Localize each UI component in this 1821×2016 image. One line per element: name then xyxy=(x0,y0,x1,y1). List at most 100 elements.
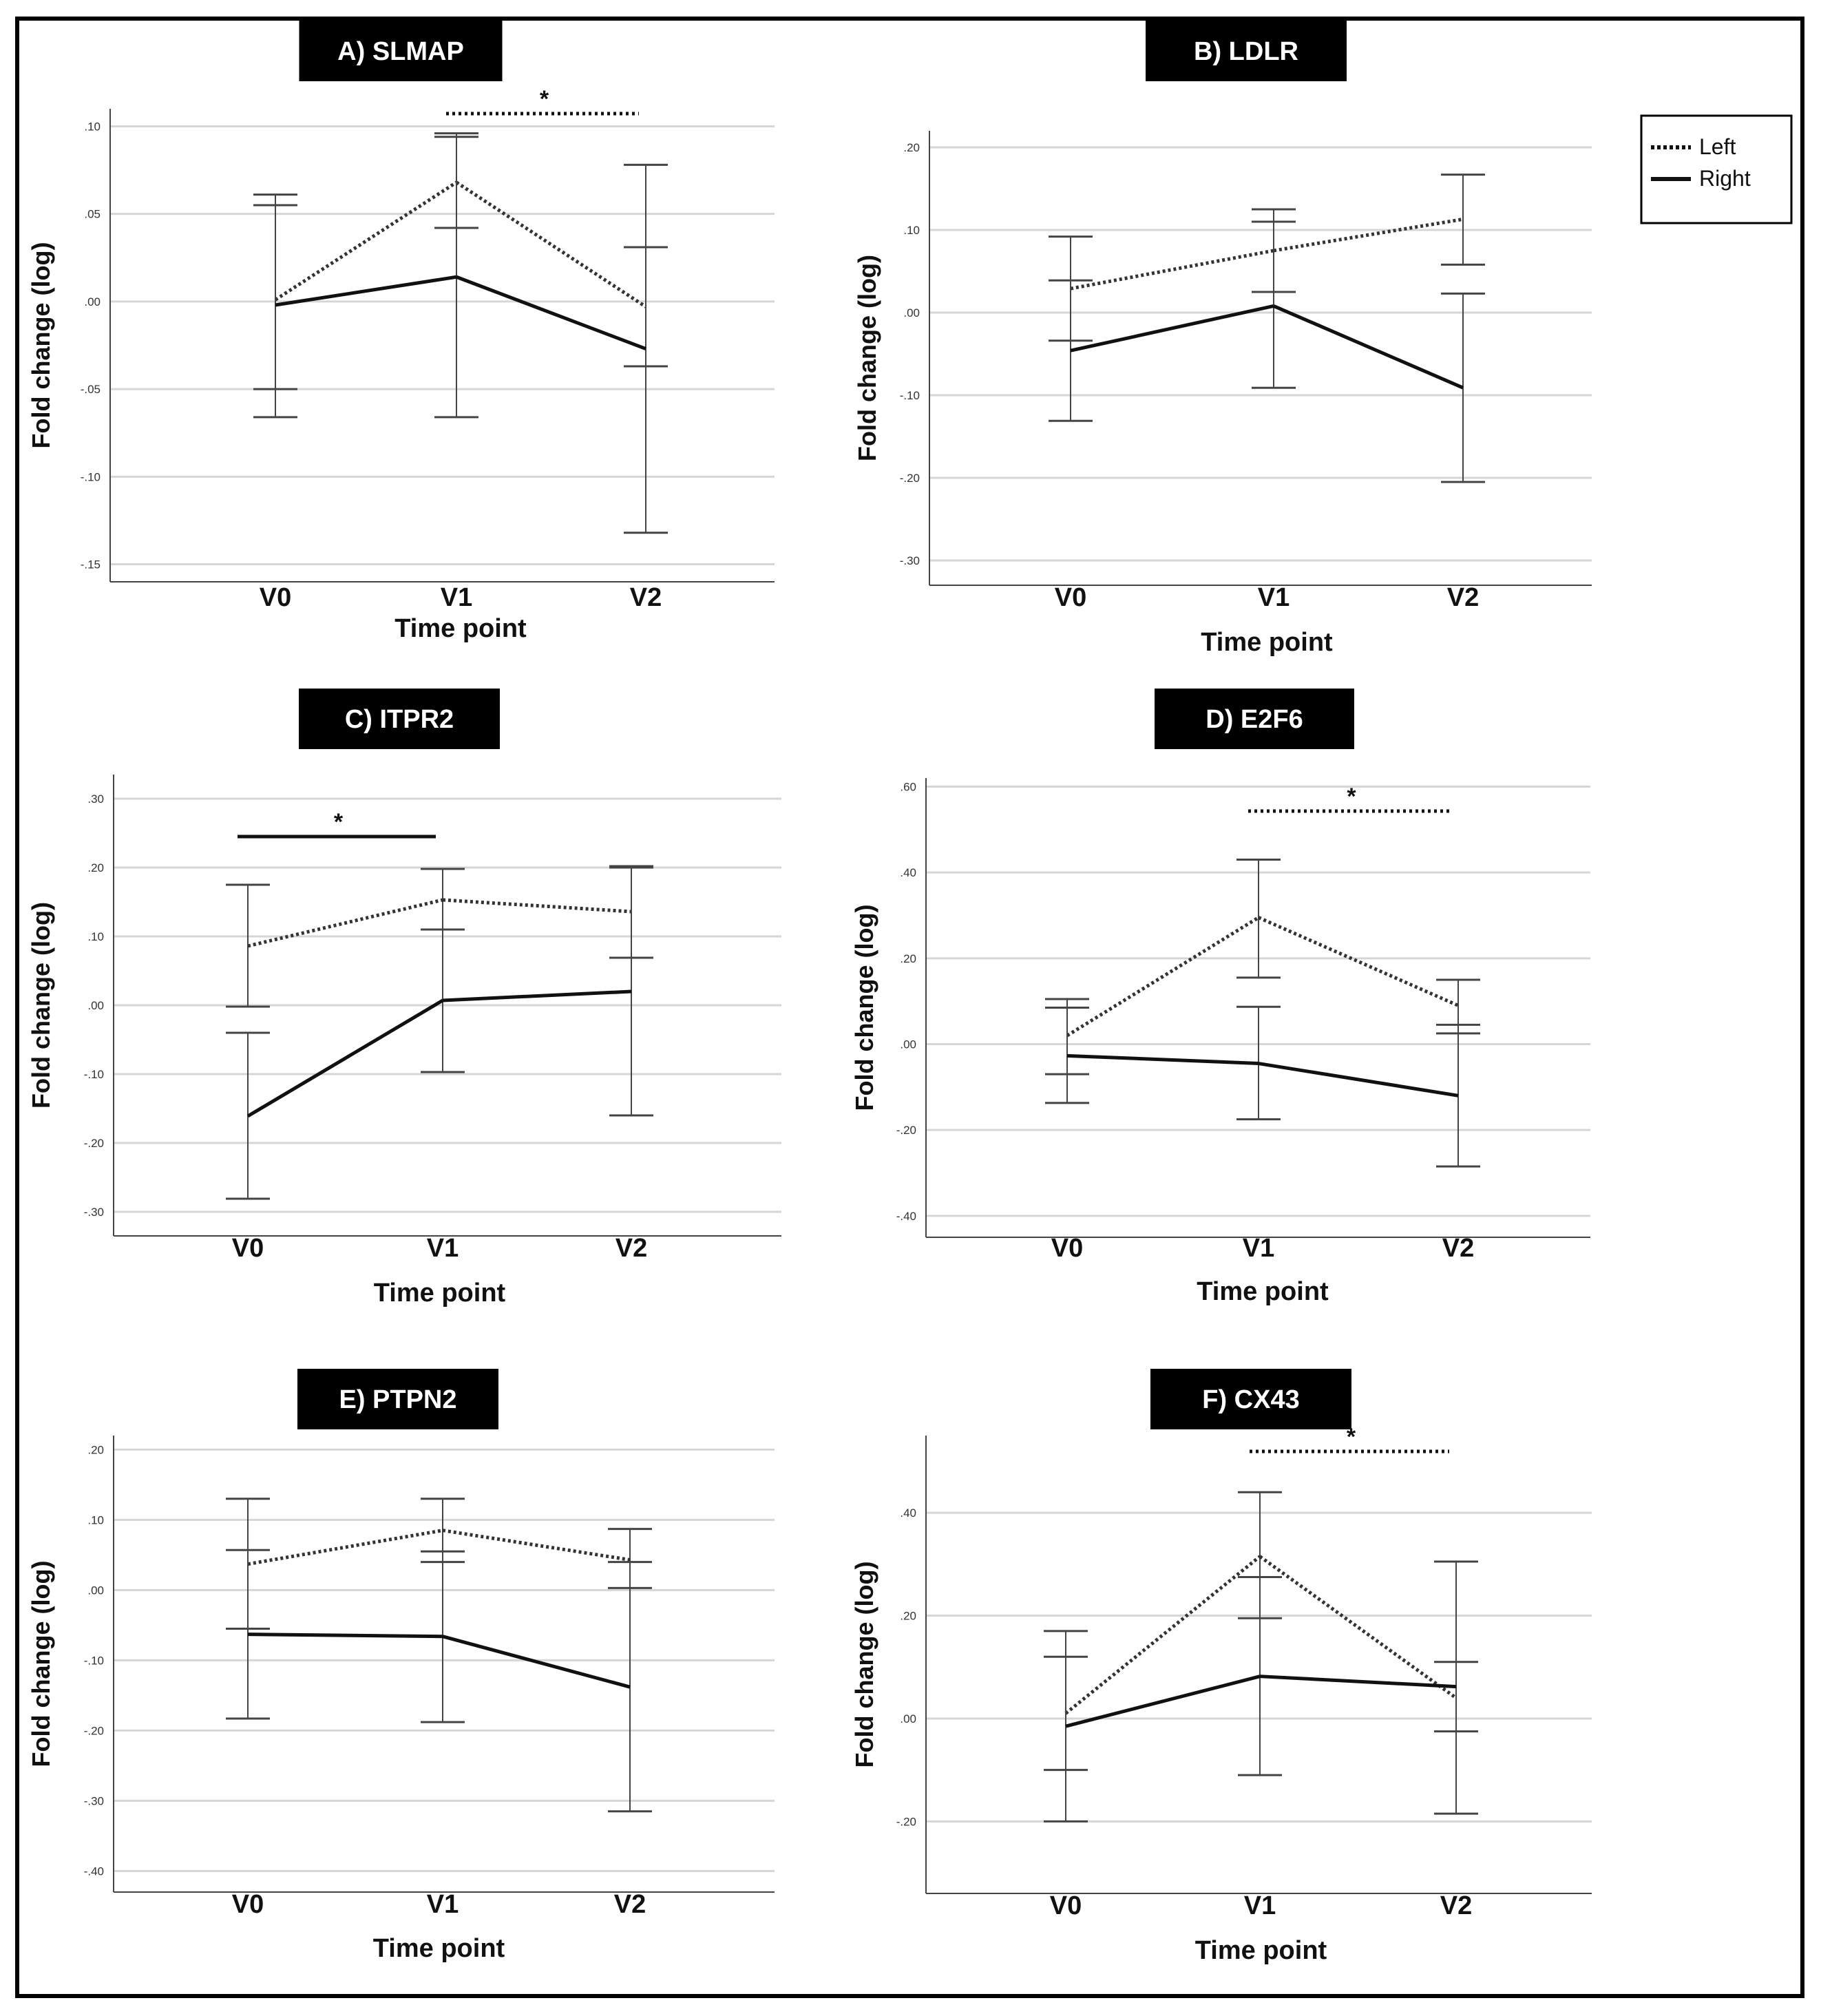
y-tick-label: .20 xyxy=(900,952,916,965)
y-tick-label: .40 xyxy=(900,1506,916,1520)
series-left xyxy=(1044,1491,1478,1772)
y-axis-title: Fold change (log) xyxy=(853,255,881,461)
series-line-segment xyxy=(1259,1674,1457,1689)
figure-frame xyxy=(15,17,1804,1998)
y-tick-label: -.40 xyxy=(896,1210,916,1223)
chart-panel-a: .10 .05 .00 -.05 -.10 -.15 V0 V1 V2 Time point Fol… xyxy=(27,21,775,643)
series-line-segment xyxy=(246,998,444,1118)
x-tick-label: V1 xyxy=(427,1234,459,1263)
legend-label: Left xyxy=(1699,134,1736,159)
chart-title-background xyxy=(1146,21,1347,81)
x-tick-label: V0 xyxy=(1050,1891,1082,1920)
y-tick-label: .20 xyxy=(903,141,920,154)
y-axis-title: Fold change (log) xyxy=(850,905,878,1111)
chart-title: D) E2F6 xyxy=(1206,705,1303,734)
series-right xyxy=(1044,1560,1478,1823)
series-line-segment xyxy=(1066,916,1260,1038)
legend-label: Right xyxy=(1699,166,1751,191)
series-line-segment xyxy=(456,275,646,350)
series-line-segment xyxy=(1070,249,1274,291)
y-tick-label: .20 xyxy=(87,861,104,874)
y-tick-label: .20 xyxy=(900,1610,916,1623)
x-tick-label: V1 xyxy=(1258,583,1290,612)
series-right xyxy=(253,136,668,534)
series-line-segment xyxy=(1258,1062,1459,1098)
chart-title: E) PTPN2 xyxy=(339,1385,456,1414)
x-tick-label: V1 xyxy=(1244,1891,1276,1920)
x-axis-title: Time point xyxy=(394,614,527,643)
y-tick-label: .10 xyxy=(903,224,920,237)
legend: Left Right xyxy=(1640,114,1793,224)
x-tick-label: V0 xyxy=(260,583,291,612)
x-tick-label: V2 xyxy=(615,1234,647,1263)
chart-title-box: F) CX43 xyxy=(1150,1369,1351,1429)
chart-title: F) CX43 xyxy=(1202,1385,1299,1414)
x-axis-title: Time point xyxy=(374,1279,506,1308)
series-line-segment xyxy=(1064,1555,1261,1715)
y-tick-label: -.30 xyxy=(900,554,920,567)
x-tick-label: V0 xyxy=(232,1890,264,1919)
y-tick-label: -.30 xyxy=(84,1206,104,1219)
series-line-segment xyxy=(1273,304,1464,390)
series-line-segment xyxy=(1070,304,1274,353)
significance-marker: * xyxy=(334,809,344,835)
series-line-segment xyxy=(1066,1053,1259,1066)
y-tick-label: -.40 xyxy=(84,1865,104,1878)
y-tick-label: .00 xyxy=(900,1038,916,1051)
y-axis-title: Fold change (log) xyxy=(850,1562,878,1768)
series-right xyxy=(226,1548,652,1813)
x-tick-label: V2 xyxy=(630,583,662,612)
legend-box xyxy=(1640,114,1793,224)
chart-panel-b: .20 .10 .00 -.10 -.20 -.30 V0 V1 V2 Time point Fol… xyxy=(853,21,1592,657)
series-line-segment xyxy=(275,275,457,307)
series-line-segment xyxy=(442,989,632,1002)
chart-title-box: A) SLMAP xyxy=(299,21,503,81)
y-tick-label: -.20 xyxy=(84,1724,104,1737)
y-tick-label: -.20 xyxy=(896,1124,916,1137)
chart-title-background xyxy=(299,21,503,81)
chart-title-box: D) E2F6 xyxy=(1155,689,1354,749)
y-tick-label: -.15 xyxy=(81,558,101,571)
y-tick-label: .05 xyxy=(84,208,101,221)
x-tick-label: V2 xyxy=(1447,583,1479,612)
x-tick-label: V2 xyxy=(1442,1234,1474,1263)
y-tick-label: -.20 xyxy=(900,472,920,485)
x-axis-title: Time point xyxy=(1195,1936,1327,1965)
y-tick-label: .20 xyxy=(87,1443,104,1456)
series-line-segment xyxy=(1273,217,1464,253)
series-line-segment xyxy=(1065,1674,1261,1728)
y-tick-label: -.20 xyxy=(84,1137,104,1150)
series-left xyxy=(226,1498,652,1630)
x-tick-label: V2 xyxy=(1440,1891,1472,1920)
chart-panel-c: .30 .20 .10 .00 -.10 -.20 -.30 V0 V1 V2 Time point… xyxy=(27,689,781,1308)
x-tick-label: V1 xyxy=(1243,1234,1274,1263)
y-axis-title: Fold change (log) xyxy=(27,902,55,1109)
x-axis-title: Time point xyxy=(1201,628,1333,657)
y-tick-label: .00 xyxy=(903,306,920,319)
chart-title-background xyxy=(1155,689,1354,749)
y-tick-label: .00 xyxy=(87,1584,104,1597)
series-line-segment xyxy=(455,180,647,308)
significance-marker: * xyxy=(1347,784,1356,810)
chart-panel-d: .60 .40 .20 .00 -.20 -.40 V0 V1 V2 Time point Fold… xyxy=(850,689,1590,1306)
series-left xyxy=(1049,174,1485,342)
x-tick-label: V2 xyxy=(614,1890,646,1919)
chart-title-background xyxy=(297,1369,498,1429)
y-tick-label: -.20 xyxy=(896,1815,916,1828)
y-tick-label: -.30 xyxy=(84,1794,104,1807)
chart-title-background xyxy=(1150,1369,1351,1429)
y-tick-label: -.10 xyxy=(900,389,920,402)
chart-title: A) SLMAP xyxy=(337,37,464,66)
y-tick-label: -.10 xyxy=(81,470,101,483)
chart-title: C) ITPR2 xyxy=(345,705,454,734)
chart-panel-e: .20 .10 .00 -.10 -.20 -.30 -.40 V0 V1 V2 Time poin… xyxy=(27,1369,775,1963)
y-tick-label: -.05 xyxy=(81,383,101,396)
series-line-segment xyxy=(247,1632,443,1639)
series-line-segment xyxy=(247,1529,443,1566)
x-axis-title: Time point xyxy=(373,1934,505,1963)
series-right xyxy=(226,866,653,1200)
series-line-segment xyxy=(442,898,632,914)
y-axis-title: Fold change (log) xyxy=(27,242,55,449)
y-tick-label: .10 xyxy=(87,1513,104,1526)
y-tick-label: .00 xyxy=(87,999,104,1012)
